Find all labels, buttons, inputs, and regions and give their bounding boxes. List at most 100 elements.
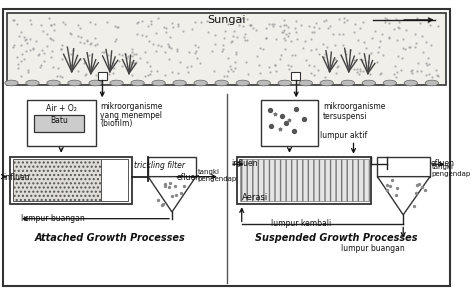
Point <box>221 29 229 33</box>
Point <box>236 22 243 27</box>
Point <box>351 22 359 26</box>
Point <box>421 188 429 193</box>
Text: Sungai: Sungai <box>207 15 246 25</box>
Point <box>144 60 151 64</box>
Point <box>159 201 167 206</box>
Point <box>128 47 136 52</box>
Point <box>128 59 135 64</box>
Point <box>252 27 260 32</box>
Text: mikroorganisme: mikroorganisme <box>323 102 385 111</box>
Point <box>191 19 199 24</box>
Point <box>380 53 387 57</box>
Point <box>69 48 77 53</box>
Point <box>13 55 20 60</box>
Point <box>256 71 264 76</box>
Point <box>284 25 292 30</box>
Text: efluen: efluen <box>177 173 201 182</box>
Point <box>9 45 17 50</box>
Point <box>57 46 64 51</box>
Point <box>411 32 419 37</box>
Point <box>109 70 117 75</box>
Point <box>355 72 363 76</box>
Point <box>40 58 47 63</box>
Point <box>333 70 340 75</box>
Point <box>433 73 440 77</box>
Point <box>10 18 18 23</box>
Point <box>287 63 295 68</box>
Ellipse shape <box>5 80 18 86</box>
Point <box>362 45 370 50</box>
Point <box>270 22 278 26</box>
Point <box>130 61 138 66</box>
Point <box>253 54 261 58</box>
Point <box>44 44 51 48</box>
Point <box>193 55 201 60</box>
Point <box>22 37 29 42</box>
Point <box>322 17 329 22</box>
Bar <box>35 116 84 132</box>
Point <box>74 34 82 39</box>
Point <box>93 41 100 46</box>
Point <box>310 73 318 78</box>
Point <box>228 40 235 44</box>
Point <box>128 50 136 55</box>
Point <box>18 43 25 48</box>
Point <box>62 22 69 26</box>
Point <box>321 75 329 79</box>
Ellipse shape <box>68 80 81 86</box>
Point <box>427 22 434 27</box>
Point <box>50 21 58 26</box>
Point <box>92 73 100 78</box>
Point <box>260 47 267 52</box>
Point <box>82 60 89 64</box>
Bar <box>13 159 101 201</box>
Point <box>390 72 398 77</box>
Point <box>174 24 182 29</box>
Point <box>211 41 219 46</box>
Point <box>121 52 129 57</box>
Point <box>141 50 149 55</box>
Point <box>224 69 231 73</box>
Text: lumpur kembali: lumpur kembali <box>271 219 331 228</box>
Ellipse shape <box>131 80 144 86</box>
Point <box>293 72 301 76</box>
Point <box>192 49 200 53</box>
Point <box>340 15 348 20</box>
Point <box>105 65 113 70</box>
Ellipse shape <box>26 80 39 86</box>
Point <box>59 20 67 24</box>
Point <box>26 18 34 23</box>
Point <box>306 63 313 68</box>
Bar <box>9 157 132 204</box>
Point <box>238 16 246 20</box>
Point <box>386 184 393 189</box>
Point <box>188 27 195 32</box>
Point <box>419 34 426 39</box>
Point <box>413 68 420 73</box>
Point <box>395 20 402 25</box>
Point <box>339 32 347 37</box>
Point <box>224 55 231 60</box>
Point <box>426 72 433 77</box>
Point <box>17 29 25 34</box>
Bar <box>7 13 446 85</box>
Point <box>388 178 395 182</box>
Point <box>269 23 277 28</box>
Point <box>164 42 171 47</box>
Point <box>76 40 84 45</box>
Point <box>153 69 161 73</box>
Point <box>153 30 160 35</box>
Point <box>154 42 162 47</box>
Point <box>359 68 366 73</box>
Point <box>82 73 89 78</box>
Point <box>321 52 329 57</box>
Point <box>249 26 257 31</box>
Point <box>231 60 239 65</box>
Point <box>154 16 162 21</box>
Point <box>266 107 274 112</box>
Point <box>146 72 154 76</box>
Point <box>376 38 384 43</box>
Point <box>47 22 55 27</box>
Point <box>37 23 45 28</box>
Point <box>320 19 328 23</box>
